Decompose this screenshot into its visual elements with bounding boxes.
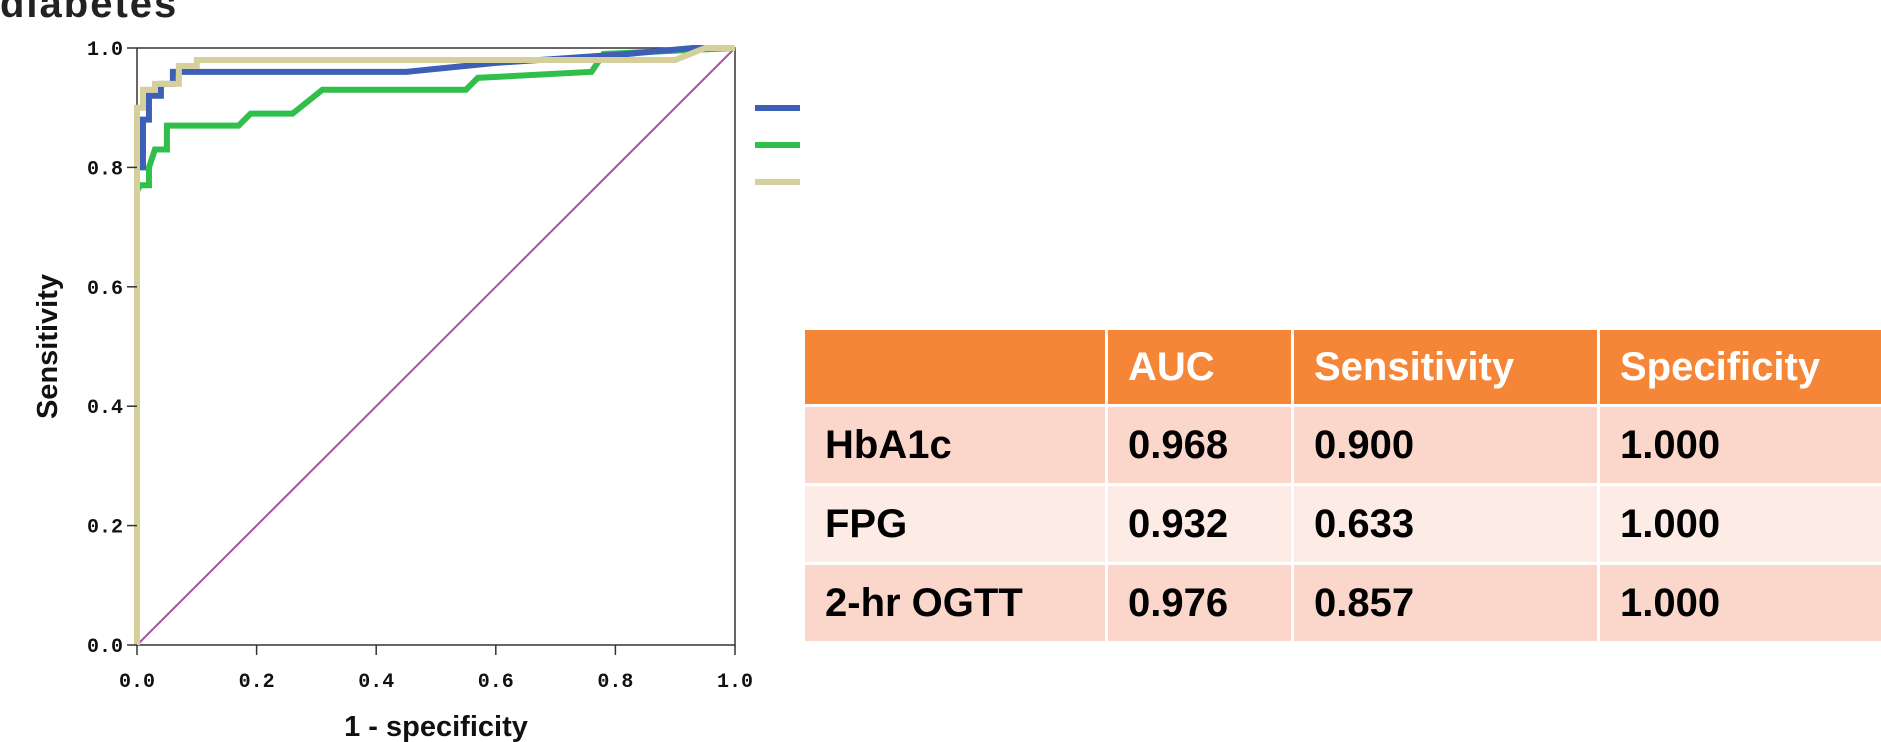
x-tick-label: 0.6	[478, 671, 514, 694]
table-row: 2-hr OGTT 0.976 0.857 1.000	[802, 562, 1881, 644]
y-axis-title: Sensitivity	[32, 274, 64, 419]
y-tick-label: 0.8	[87, 158, 123, 181]
x-tick-label: 0.8	[597, 671, 633, 694]
specificity-value: 1.000	[1597, 404, 1881, 486]
header-cell-sensitivity: Sensitivity	[1291, 327, 1600, 407]
x-axis: 0.0 0.2 0.4 0.6 0.8 1.0	[119, 645, 753, 694]
x-tick-label: 0.2	[239, 671, 275, 694]
header-cell-blank	[802, 327, 1108, 407]
row-label: HbA1c	[802, 404, 1108, 486]
x-tick-label: 0.0	[119, 671, 155, 694]
auc-value: 0.932	[1105, 483, 1294, 565]
auc-value: 0.976	[1105, 562, 1294, 644]
y-tick-label: 0.6	[87, 278, 123, 301]
auc-value: 0.968	[1105, 404, 1294, 486]
reference-line	[136, 47, 736, 646]
header-cell-specificity: Specificity	[1597, 327, 1881, 407]
x-axis-title: 1 - specificity	[344, 711, 528, 742]
stats-table: AUC Sensitivity Specificity HbA1c 0.968 …	[802, 327, 1881, 644]
x-tick-label: 0.4	[358, 671, 394, 694]
roc-curve-fpg	[134, 45, 736, 645]
row-label: FPG	[802, 483, 1108, 565]
y-tick-label: 1.0	[87, 39, 123, 62]
table-row: HbA1c 0.968 0.900 1.000	[802, 404, 1881, 486]
table-header-row: AUC Sensitivity Specificity	[802, 327, 1881, 407]
y-tick-label: 0.0	[87, 636, 123, 659]
specificity-value: 1.000	[1597, 562, 1881, 644]
x-tick-label: 1.0	[717, 671, 753, 694]
table-row: FPG 0.932 0.633 1.000	[802, 483, 1881, 565]
chart-legend: HbA1cFPG2-hr OGTT	[755, 105, 800, 185]
header-cell-auc: AUC	[1105, 327, 1294, 407]
sensitivity-value: 0.900	[1291, 404, 1600, 486]
sensitivity-value: 0.633	[1291, 483, 1600, 565]
y-tick-label: 0.4	[87, 397, 123, 420]
roc-curve-2-hr-ogtt	[134, 45, 735, 645]
roc-chart: 0.0 0.2 0.4 0.6 0.8 1.0 0.0 0.2 0.4 0.6 0.8 1.0 Hb…	[32, 39, 800, 742]
specificity-value: 1.000	[1597, 483, 1881, 565]
sensitivity-value: 0.857	[1291, 562, 1600, 644]
reference-diagonal	[136, 47, 736, 646]
y-tick-label: 0.2	[87, 517, 123, 540]
row-label: 2-hr OGTT	[802, 562, 1108, 644]
roc-curves	[134, 45, 736, 645]
page-title: diabetes	[0, 0, 179, 26]
y-axis: 0.0 0.2 0.4 0.6 0.8 1.0	[87, 39, 137, 659]
